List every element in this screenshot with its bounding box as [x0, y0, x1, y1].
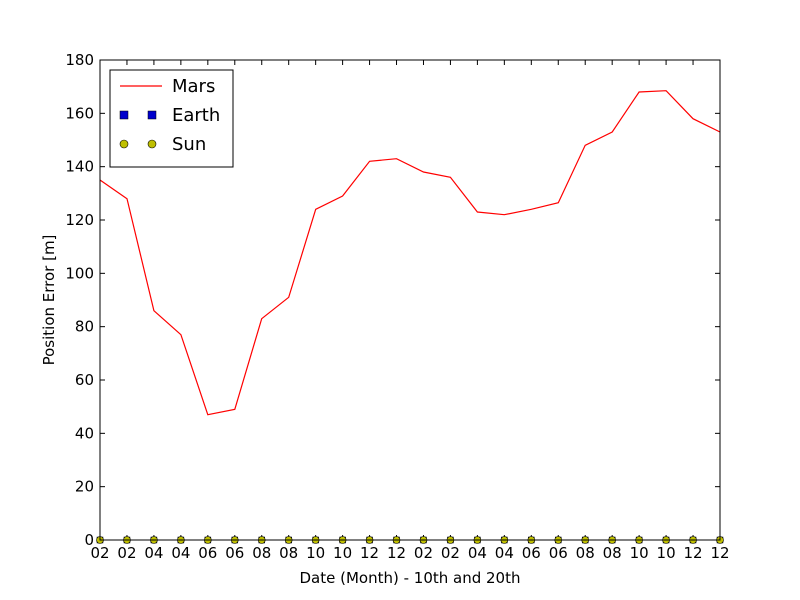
y-tick-label: 80: [75, 318, 94, 336]
x-tick-label: 08: [279, 544, 298, 562]
y-tick-label: 140: [65, 158, 94, 176]
sun-legend-label: Sun: [172, 134, 206, 155]
x-tick-label: 10: [657, 544, 676, 562]
x-tick-label: 02: [414, 544, 433, 562]
x-tick-label: 02: [90, 544, 109, 562]
plot-frame: [99, 59, 721, 541]
earth-legend-swatch: [147, 110, 157, 120]
x-tick-label: 08: [252, 544, 271, 562]
x-tick-label: 02: [117, 544, 136, 562]
x-tick-label: 12: [360, 544, 379, 562]
mars-legend-label: Mars: [172, 76, 215, 97]
y-axis-label: Position Error [m]: [40, 235, 58, 366]
earth-legend-label: Earth: [172, 105, 220, 126]
x-tick-label: 12: [683, 544, 702, 562]
y-tick-label: 100: [65, 264, 94, 282]
sun-legend-swatch: [119, 139, 129, 149]
x-tick-label: 12: [387, 544, 406, 562]
y-tick-label: 120: [65, 211, 94, 229]
x-tick-label: 08: [576, 544, 595, 562]
x-axis-label: Date (Month) - 10th and 20th: [300, 569, 521, 587]
y-tick-label: 60: [75, 371, 94, 389]
y-tick-label: 180: [65, 51, 94, 69]
mars-series-line: [99, 90, 721, 416]
x-tick-label: 04: [468, 544, 487, 562]
earth-legend-swatch: [119, 110, 129, 120]
x-tick-label: 08: [603, 544, 622, 562]
x-tick-label: 06: [549, 544, 568, 562]
x-tick-label: 04: [495, 544, 514, 562]
x-tick-label: 04: [144, 544, 163, 562]
x-tick-label: 10: [306, 544, 325, 562]
legend: Mars Earth Sun: [109, 69, 234, 168]
x-tick-label: 06: [225, 544, 244, 562]
x-tick-label: 06: [198, 544, 217, 562]
y-tick-label: 40: [75, 424, 94, 442]
x-tick-label: 10: [333, 544, 352, 562]
x-tick-label: 06: [522, 544, 541, 562]
y-tick-label: 160: [65, 104, 94, 122]
x-tick-label: 04: [171, 544, 190, 562]
sun-legend-swatch: [147, 139, 157, 149]
x-tick-label: 12: [710, 544, 729, 562]
x-tick-label: 02: [441, 544, 460, 562]
x-tick-label: 10: [630, 544, 649, 562]
y-tick-label: 0: [84, 531, 94, 549]
y-tick-label: 20: [75, 478, 94, 496]
